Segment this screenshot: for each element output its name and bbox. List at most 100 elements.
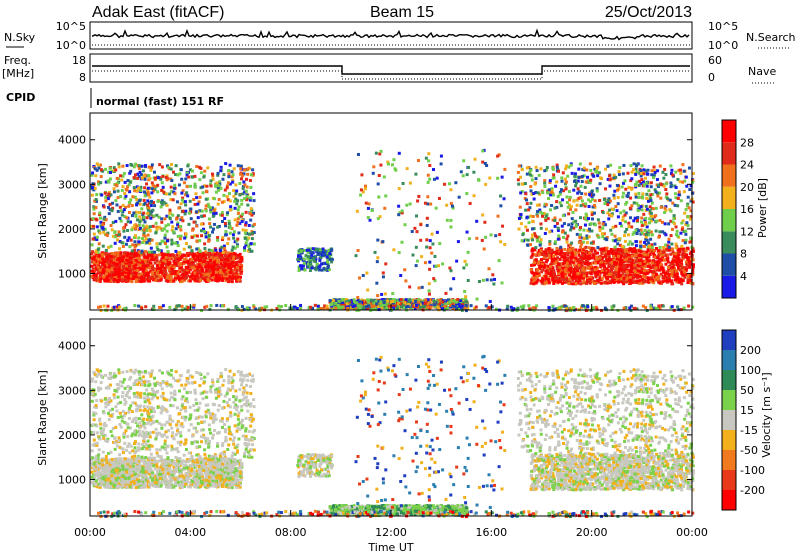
power-cell <box>245 238 249 242</box>
power-cell <box>171 230 175 234</box>
power-cell <box>184 241 188 245</box>
power-cell <box>436 264 440 268</box>
power-cell <box>611 250 615 254</box>
power-cell <box>193 278 197 282</box>
power-cell <box>381 275 385 279</box>
power-cell <box>608 273 612 277</box>
power-cell <box>656 260 660 264</box>
power-cell <box>202 254 206 258</box>
power-cell <box>610 207 614 211</box>
power-cell <box>130 271 134 275</box>
freq-label: Freq. <box>4 54 31 67</box>
power-cell <box>587 246 591 250</box>
power-cell <box>586 250 590 254</box>
power-cell <box>153 261 157 265</box>
power-cell <box>126 259 130 263</box>
power-cell <box>204 235 208 239</box>
power-cell <box>645 257 649 261</box>
power-cell <box>581 266 585 270</box>
power-cell <box>456 298 460 302</box>
power-cell <box>656 250 660 254</box>
power-cell <box>689 263 693 267</box>
power-cell <box>118 216 122 220</box>
power-cell <box>235 244 239 248</box>
power-cell <box>232 194 236 198</box>
power-cell <box>129 274 133 278</box>
power-cell <box>176 173 180 177</box>
power-cell <box>137 175 141 179</box>
power-cell <box>489 233 493 237</box>
power-cell <box>624 275 628 279</box>
power-cell <box>232 230 236 234</box>
power-cell <box>119 278 123 282</box>
power-cell <box>585 254 589 258</box>
power-cell <box>138 226 142 230</box>
power-cell <box>139 275 143 279</box>
power-cell <box>93 237 97 241</box>
power-cell <box>204 269 208 273</box>
power-cell <box>544 277 548 281</box>
power-cell <box>168 261 172 265</box>
power-cell <box>165 214 169 218</box>
power-cell <box>561 278 565 282</box>
power-cell <box>675 280 679 284</box>
power-cell <box>212 209 216 213</box>
power-cell <box>135 251 139 255</box>
power-cell <box>537 260 541 264</box>
power-cell <box>183 253 187 257</box>
power-cell <box>306 247 310 251</box>
power-cell <box>539 261 543 265</box>
power-cell <box>159 227 163 231</box>
power-cell <box>560 272 564 276</box>
power-cell <box>651 273 655 277</box>
power-cell <box>155 242 159 246</box>
power-cell <box>212 262 216 266</box>
power-cell <box>366 216 370 220</box>
power-cell <box>233 252 237 256</box>
power-cell <box>550 248 554 252</box>
power-cell <box>246 249 250 253</box>
power-cell <box>405 299 409 303</box>
power-cell <box>574 282 578 286</box>
power-cell <box>141 169 145 173</box>
power-cell <box>145 212 149 216</box>
power-cell <box>202 175 206 179</box>
power-cell <box>221 251 225 255</box>
power-cell <box>211 271 215 275</box>
power-cell <box>626 272 630 276</box>
power-cell <box>221 277 225 281</box>
power-cell <box>157 215 161 219</box>
power-cell <box>208 258 212 262</box>
power-cell <box>171 225 175 229</box>
power-cell <box>468 201 472 205</box>
power-cell <box>661 267 665 271</box>
power-cell <box>210 172 214 176</box>
power-cell <box>194 268 198 272</box>
power-cell <box>499 194 503 198</box>
power-cell <box>627 259 631 263</box>
power-cell <box>189 263 193 267</box>
power-cell <box>593 252 597 256</box>
power-cell <box>410 229 414 233</box>
power-cell <box>218 182 222 186</box>
power-cell <box>638 275 642 279</box>
power-cell <box>153 269 157 273</box>
power-cell <box>567 281 571 285</box>
power-cell <box>172 186 176 190</box>
power-cell <box>94 174 98 178</box>
power-cell <box>138 215 142 219</box>
power-cell <box>199 186 203 190</box>
power-cell <box>599 264 603 268</box>
power-cell <box>309 256 313 260</box>
power-cell <box>666 260 670 264</box>
power-cell <box>630 270 634 274</box>
power-cell <box>191 264 195 268</box>
power-cell <box>181 253 185 257</box>
power-cell <box>222 193 226 197</box>
power-cell <box>476 178 480 182</box>
power-cell <box>233 206 237 210</box>
power-cell <box>408 285 412 289</box>
power-cell <box>181 219 185 223</box>
power-cell <box>223 257 227 261</box>
power-cell <box>414 264 418 268</box>
